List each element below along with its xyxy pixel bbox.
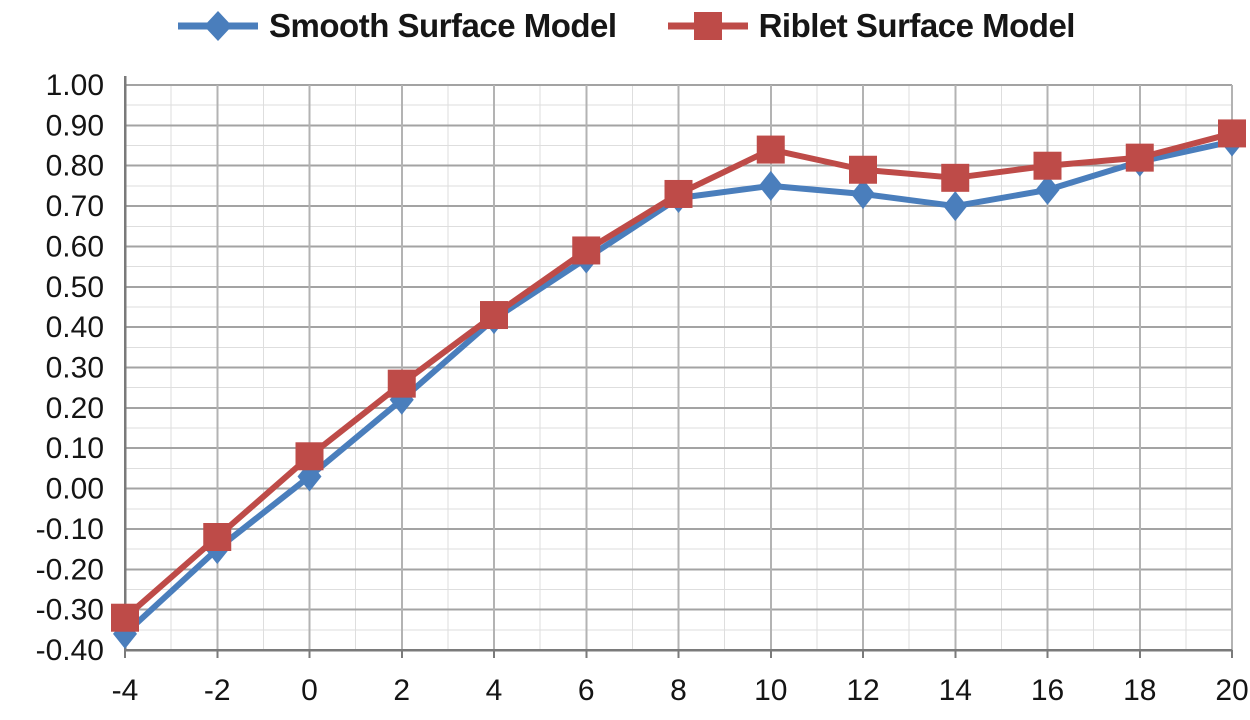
point-riblet-x-4 [111,603,139,632]
x-tick-labels: -4 -2 0 2 4 6 8 10 12 14 16 18 20 [112,674,1249,707]
y-tick-label: -0.30 [36,594,104,627]
y-tick-label: -0.20 [36,553,104,586]
legend-label-riblet: Riblet Surface Model [758,7,1076,44]
x-tick-label: 14 [939,674,972,707]
y-tick-label: 0.10 [46,432,104,465]
x-tick-label: 12 [846,674,879,707]
point-riblet-x14 [941,163,970,192]
point-riblet-x16 [1033,151,1062,180]
y-tick-label: 0.50 [46,271,104,304]
series-riblet [111,119,1246,632]
legend-label-smooth: Smooth Surface Model [269,7,617,44]
point-smooth-x16 [1035,174,1060,205]
legend-marker-square-icon [667,12,748,40]
x-tick-label: 4 [486,674,503,707]
point-smooth-x10 [758,170,783,201]
point-riblet-x-2 [203,523,232,551]
y-tick-label: 0.20 [46,392,104,425]
major-gridlines [124,84,1233,651]
x-tick-label: 8 [670,674,687,707]
x-tick-label: 16 [1031,674,1064,707]
point-riblet-x6 [572,236,601,265]
x-tick-label: 2 [393,674,410,707]
point-riblet-x0 [295,442,324,471]
point-riblet-x10 [756,135,785,164]
y-tick-label: 1.00 [46,69,104,102]
x-tick-label: -4 [112,674,139,707]
point-riblet-x18 [1125,143,1154,172]
y-tick-label: -0.40 [36,634,104,667]
legend-item-riblet: Riblet Surface Model [665,7,1075,45]
y-tick-labels: 1.00 0.90 0.80 0.70 0.60 0.50 0.40 0.30 0.20 0.10… [36,69,104,667]
y-tick-label: 0.80 [46,150,104,183]
point-riblet-x2 [387,369,416,398]
legend-item-smooth: Smooth Surface Model [175,7,617,45]
point-smooth-x14 [943,191,968,222]
y-tick-label: -0.10 [36,513,104,546]
point-smooth-x12 [851,178,875,209]
y-tick-label: 0.90 [46,109,104,142]
point-riblet-x4 [480,301,508,330]
x-tick-label: 6 [578,674,595,707]
x-axis-ticks [124,650,1233,658]
x-tick-label: 18 [1123,674,1156,707]
legend-marker-diamond-icon [178,11,259,41]
y-tick-label: 0.60 [46,230,104,263]
y-tick-label: 0.00 [46,473,104,506]
x-tick-label: 20 [1215,674,1248,707]
x-tick-label: 0 [301,674,318,707]
y-tick-label: 0.40 [46,311,104,344]
x-tick-label: -2 [204,674,231,707]
y-tick-label: 0.70 [46,190,104,223]
point-riblet-x12 [849,155,877,184]
legend: Smooth Surface Model Riblet Surface Mode… [0,0,1250,52]
y-tick-label: 0.30 [46,352,104,385]
x-tick-label: 10 [754,674,787,707]
point-riblet-x8 [664,179,693,208]
point-riblet-x20 [1218,119,1246,148]
